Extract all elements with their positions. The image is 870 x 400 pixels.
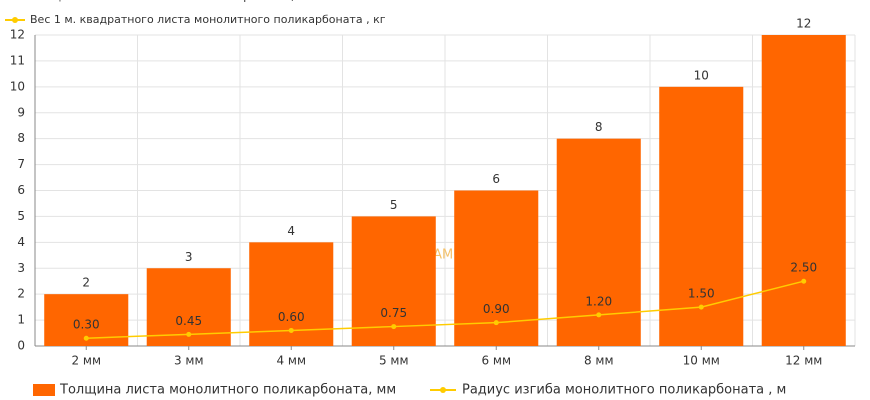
legend-marker (440, 387, 446, 393)
y-tick-label: 0 (17, 339, 25, 353)
line-value-label: 0.90 (483, 302, 510, 316)
line-value-label: 0.75 (380, 306, 407, 320)
bar-value-label: 6 (492, 172, 500, 186)
legend-label: Толщина листа монолитного поликарбоната,… (29, 0, 314, 3)
bar-value-label: 4 (287, 224, 295, 238)
y-tick-label: 11 (10, 53, 25, 67)
x-tick-label: 2 мм (71, 354, 101, 368)
line-point (186, 331, 192, 337)
line-value-label: 1.20 (585, 294, 612, 308)
y-tick-label: 10 (10, 79, 25, 93)
y-tick-label: 4 (17, 235, 25, 249)
line-value-label: 2.50 (790, 261, 817, 275)
line-value-label: 0.30 (73, 318, 100, 332)
x-tick-label: 12 мм (785, 354, 822, 368)
line (86, 280, 804, 339)
y-tick-label: 7 (17, 157, 25, 171)
x-tick-label: 3 мм (174, 354, 204, 368)
y-tick-label: 3 (17, 261, 25, 275)
bar-value-label: 3 (185, 250, 193, 264)
bar-value-label: 2 (82, 276, 90, 290)
line-point (596, 312, 602, 318)
y-tick-label: 1 (17, 313, 25, 327)
y-tick-label: 8 (17, 131, 25, 145)
line-point (83, 335, 89, 341)
bar-value-label: 12 (796, 17, 811, 31)
bar-value-label: 5 (390, 198, 398, 212)
legend-label: Толщина листа монолитного поликарбоната,… (59, 383, 396, 398)
y-tick-label: 2 (17, 287, 25, 301)
bar (761, 35, 846, 346)
x-tick-label: 10 мм (683, 354, 720, 368)
legend-label: Радиус изгиба монолитного поликарбоната … (462, 383, 786, 398)
line-point (698, 304, 704, 310)
line-value-label: 0.60 (278, 310, 305, 324)
legend-marker (33, 384, 55, 396)
bar-value-label: 10 (694, 68, 709, 82)
legend-marker (12, 17, 18, 23)
y-tick-label: 9 (17, 105, 25, 119)
line-point (391, 324, 397, 330)
line-point (493, 320, 499, 326)
x-tick-label: 4 мм (276, 354, 306, 368)
bar (556, 138, 641, 346)
x-tick-label: 8 мм (584, 354, 614, 368)
line-value-label: 1.50 (688, 287, 715, 301)
line-point (801, 278, 807, 284)
legend-label: Вес 1 м. квадратного листа монолитного п… (30, 13, 386, 26)
y-tick-label: 6 (17, 183, 25, 197)
y-tick-label: 5 (17, 209, 25, 223)
line-value-label: 0.45 (175, 314, 202, 328)
x-tick-label: 6 мм (481, 354, 511, 368)
line-point (288, 327, 294, 333)
x-tick-label: 5 мм (379, 354, 409, 368)
y-tick-label: 12 (10, 28, 25, 42)
bar-value-label: 8 (595, 120, 603, 134)
bar (659, 86, 744, 346)
